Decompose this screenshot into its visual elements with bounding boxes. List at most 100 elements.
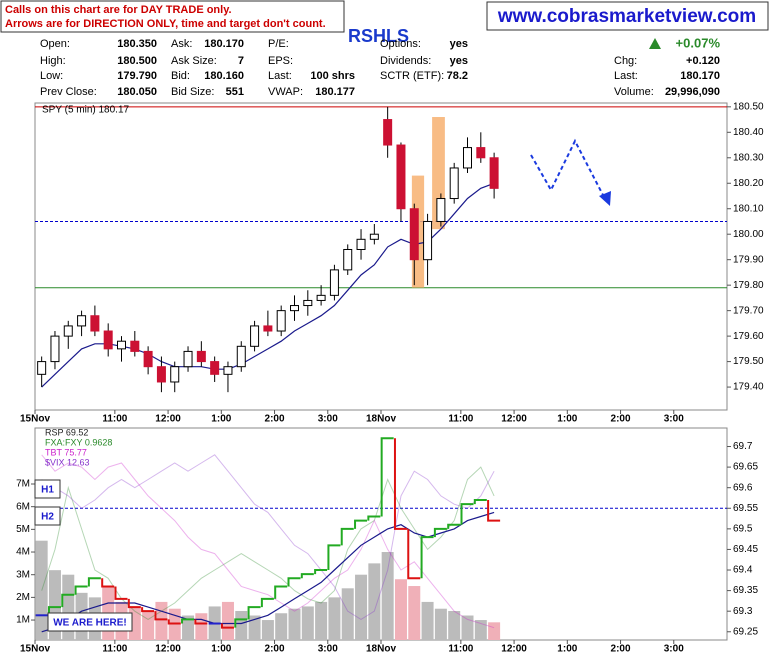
y-tick-label: 69.3 [733,606,753,617]
rsp-step [420,536,434,579]
volume-bar [355,574,368,640]
rsp-step [247,606,261,620]
candle-body [449,167,459,200]
y-tick-label: 69.5 [733,523,753,534]
quote-value: 180.160 [204,70,244,82]
candle-body [37,361,47,375]
x-tick-label: 15Nov [20,414,50,425]
annotation-box [34,506,61,526]
volume-bar [421,601,434,640]
y-tick-label: 179.70 [733,305,764,316]
quote-label: Chg: [614,55,637,67]
site-box [486,1,769,31]
rsp-step [460,503,474,525]
arrow-head [599,191,611,206]
y-tick-label: 69.55 [733,503,758,514]
rsp-step [141,607,155,613]
rsp-step [87,577,101,587]
candle-body [329,269,339,296]
notice-box [0,0,345,33]
rsp-step [473,499,487,505]
legend-entry: TBT 75.77 [45,447,87,457]
y-tick-label: 69.35 [733,585,758,596]
candle-body [409,208,419,261]
x-tick-label: 12:00 [155,414,181,425]
quote-value: yes [450,38,468,50]
y-tick-label: 179.80 [733,280,764,291]
symbol: RSHLS [348,26,409,46]
rsp-step [101,578,115,588]
candle-body [223,366,233,375]
quote-label: Open: [40,38,70,50]
quote-value: +0.120 [686,55,720,67]
candle-body [489,157,499,189]
quote-value: 179.790 [117,70,157,82]
volume-bar [248,615,261,640]
rsp-step [127,598,141,609]
quote-value: 180.500 [117,55,157,67]
candle-body [236,345,246,368]
candle-body [210,361,220,375]
overlay-line [41,466,495,620]
rsp-step [234,618,248,628]
notice: Calls on this chart are for DAY TRADE on… [5,4,232,16]
x-tick-label: 2:00 [265,414,285,425]
volume-bar [488,622,501,640]
volume-bar [275,613,288,640]
rsp-step [274,585,288,599]
quote-value: 78.2 [447,70,468,82]
volume-bar [328,597,341,640]
x-tick-label: 1:00 [557,644,577,655]
x-tick-label: 3:00 [318,644,338,655]
y-tick-label: 180.30 [733,152,764,163]
quote-label: Volume: [614,86,654,98]
x-tick-label: 11:00 [448,414,473,425]
quote-label: EPS: [268,55,293,67]
y-tick-label: 180.40 [733,127,764,138]
candle-body [356,238,366,250]
rsp-step [393,438,407,530]
volume-bar [434,608,447,640]
quote-value: 180.350 [117,38,157,50]
y2-tick-label: 3M [16,569,30,580]
quote-label: High: [40,55,66,67]
candle-body [316,294,326,301]
volume-bar [448,610,461,640]
quote-label: Prev Close: [40,86,97,98]
candle-body [250,325,260,347]
candle-body [196,350,206,363]
up-triangle [649,38,661,49]
quote-label: P/E: [268,38,289,50]
quote-label: Last: [614,70,638,82]
candle-body [423,220,433,261]
candle-body [130,340,140,352]
rsp-step [340,527,354,546]
quote-value: 180.050 [117,86,157,98]
candle-body [50,335,60,363]
x-tick-label: 1:00 [211,414,231,425]
x-tick-label: 2:00 [265,644,285,655]
candle-body [369,233,379,240]
candle-body [263,325,273,332]
volume-bar [221,601,234,640]
rsp-step [354,519,368,529]
y-tick-label: 180.10 [733,203,764,214]
y-tick-label: 69.25 [733,626,758,637]
annotation-box [47,612,133,632]
candle-body [436,198,446,222]
rsp-step [114,586,128,600]
overlay-line [41,454,495,629]
y-tick-label: 69.6 [733,482,753,493]
volume-bar [62,574,75,640]
rsp-step [487,500,501,522]
volume-bar [368,563,381,640]
rsp-step [300,573,314,579]
site: www.cobrasmarketview.com [497,6,756,27]
quote-label: Ask: [171,38,192,50]
candle-body [117,340,126,350]
volume-bar [261,620,274,640]
volume-bar [461,615,474,640]
volume-bar [301,606,314,640]
